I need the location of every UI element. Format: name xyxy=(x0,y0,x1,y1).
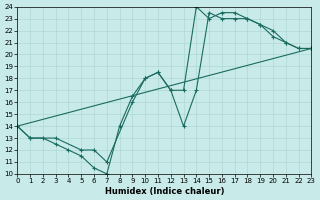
X-axis label: Humidex (Indice chaleur): Humidex (Indice chaleur) xyxy=(105,187,224,196)
